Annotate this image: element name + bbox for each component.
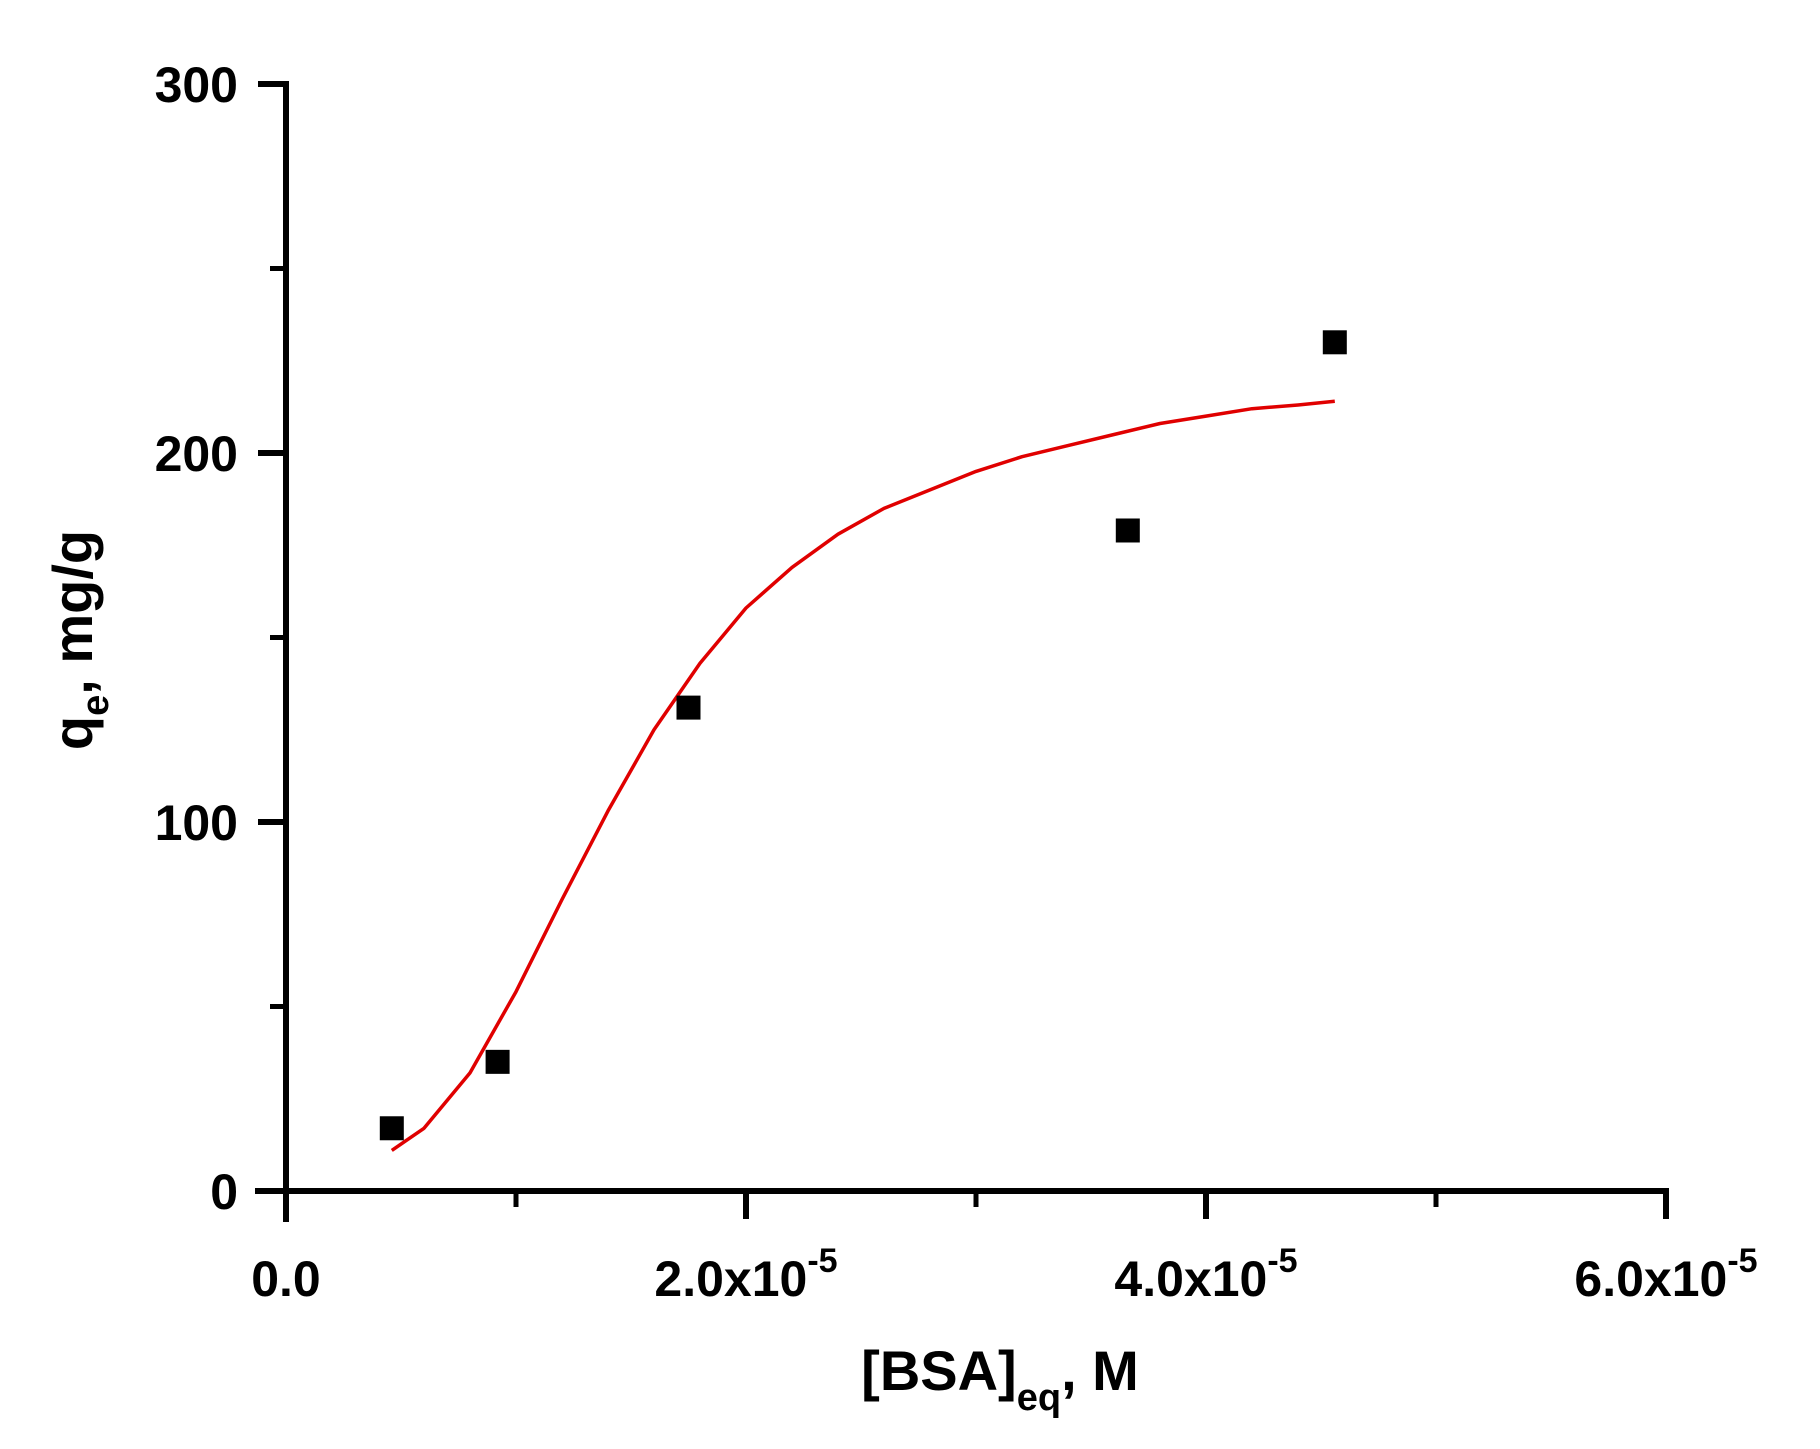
y-tick-label: 100 — [155, 795, 238, 851]
x-tick-label: 4.0x10-5 — [1114, 1242, 1297, 1307]
x-tick-label: 0.0 — [251, 1251, 321, 1307]
x-axis-title: [BSA]eq, M — [861, 1339, 1139, 1419]
data-point — [1322, 330, 1347, 355]
data-point — [1115, 518, 1140, 543]
fit-curve — [390, 399, 1335, 1152]
y-tick-label: 200 — [155, 426, 238, 482]
data-point — [379, 1116, 404, 1141]
y-tick-label: 0 — [210, 1164, 238, 1220]
data-point — [485, 1049, 510, 1074]
y-axis-title: qe, mg/g — [41, 530, 117, 750]
x-tick-label: 6.0x10-5 — [1574, 1242, 1757, 1307]
y-tick-label: 300 — [155, 57, 238, 113]
x-axis-ticks: 0.0 2.0x10-5 4.0x10-5 6.0x10-5 — [251, 1191, 1758, 1307]
y-axis-ticks: 0 100 200 300 — [155, 57, 286, 1220]
plot-series — [379, 330, 1347, 1152]
x-tick-label: 2.0x10-5 — [654, 1242, 837, 1307]
axes — [255, 81, 1669, 1222]
data-point — [676, 695, 701, 720]
